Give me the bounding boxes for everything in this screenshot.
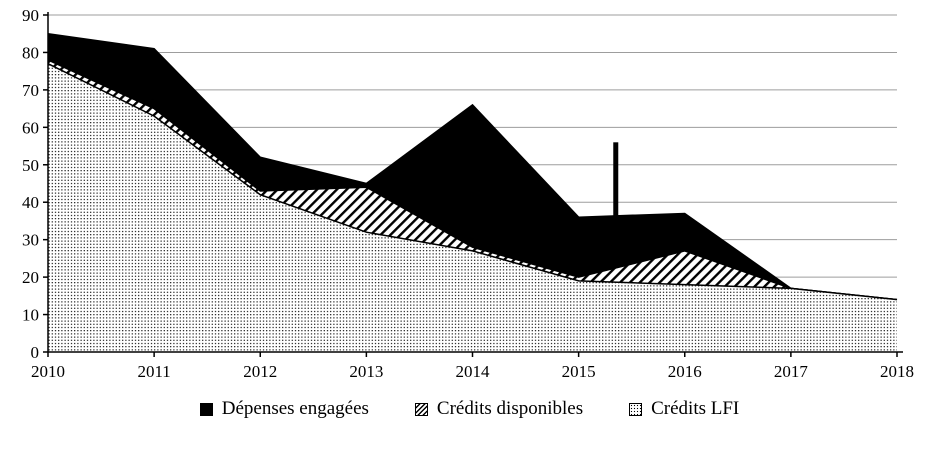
svg-text:10: 10	[22, 306, 39, 325]
legend-label-disponibles: Crédits disponibles	[436, 398, 584, 419]
chart-svg: 0 10 20 30 40 50 60 70 80 90 2010 2011 2012 2013 2014 2…	[22, 6, 914, 381]
svg-text:70: 70	[22, 81, 39, 100]
svg-text:2017: 2017	[774, 362, 809, 381]
svg-text:2010: 2010	[31, 362, 65, 381]
legend-swatch-dots	[629, 402, 643, 416]
legend-item-depenses: Dépenses engagées	[199, 398, 369, 420]
legend: Dépenses engagées Crédits disponibles Cr…	[0, 398, 939, 420]
svg-text:50: 50	[22, 156, 39, 175]
chart: 0 10 20 30 40 50 60 70 80 90 2010 2011 2012 2013 2014 2…	[22, 6, 914, 381]
svg-text:2014: 2014	[456, 362, 491, 381]
legend-label-depenses: Dépenses engagées	[221, 398, 369, 419]
svg-text:90: 90	[22, 6, 39, 25]
svg-text:2018: 2018	[880, 362, 914, 381]
svg-text:2011: 2011	[137, 362, 170, 381]
svg-text:2016: 2016	[668, 362, 702, 381]
svg-text:2013: 2013	[349, 362, 383, 381]
svg-text:80: 80	[22, 43, 39, 62]
svg-text:30: 30	[22, 231, 39, 250]
svg-text:60: 60	[22, 118, 39, 137]
legend-swatch-diagonal-hatch	[414, 402, 428, 416]
legend-item-disponibles: Crédits disponibles	[414, 398, 584, 420]
legend-swatch-solid-black	[199, 402, 213, 416]
legend-item-lfi: Crédits LFI	[629, 398, 739, 420]
svg-text:40: 40	[22, 193, 39, 212]
svg-text:2012: 2012	[243, 362, 277, 381]
svg-text:2015: 2015	[562, 362, 596, 381]
svg-text:20: 20	[22, 268, 39, 287]
legend-label-lfi: Crédits LFI	[651, 398, 740, 419]
svg-text:0: 0	[31, 343, 40, 362]
